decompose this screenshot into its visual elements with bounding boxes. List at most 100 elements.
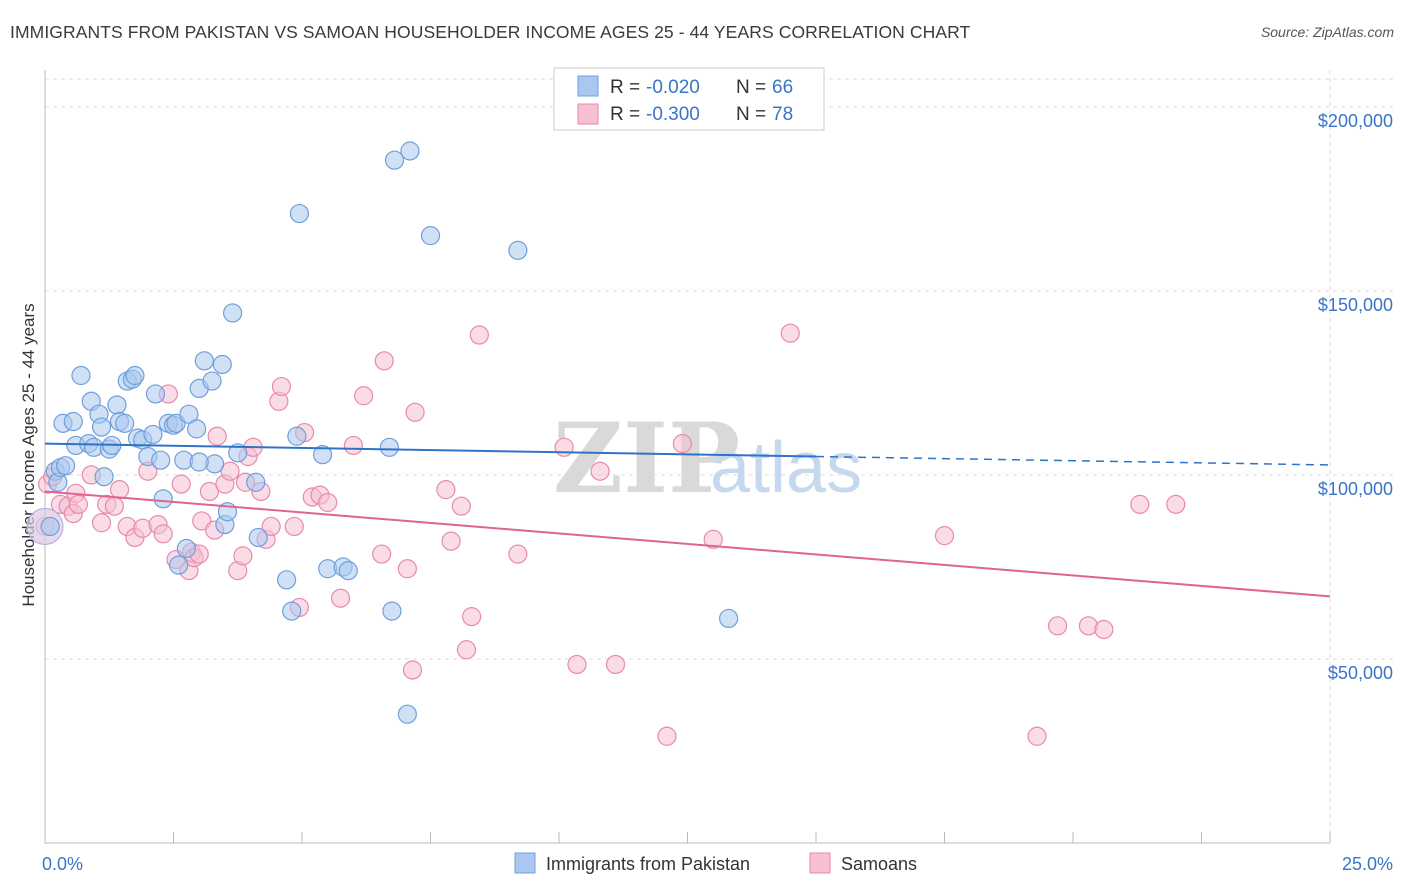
samoan-point-56 xyxy=(441,531,461,551)
samoan-point-46 xyxy=(318,492,338,513)
samoan-point-52 xyxy=(397,559,417,579)
pakistan-point-57 xyxy=(379,437,399,457)
pakistan-point-51 xyxy=(287,426,307,446)
trend-lines xyxy=(44,442,1331,598)
samoan-point-50 xyxy=(372,544,392,564)
pakistan-point-36 xyxy=(179,404,199,424)
pakistan-point-45 xyxy=(223,303,243,323)
samoan-point-75 xyxy=(1130,494,1150,514)
pakistan-point-29 xyxy=(153,489,173,509)
samoan-point-51 xyxy=(374,351,394,371)
samoan-point-26 xyxy=(199,481,220,502)
legend-r-label-pink: R = xyxy=(610,104,640,125)
pakistan-trend-line-extension xyxy=(815,455,1331,466)
pakistan-point-6 xyxy=(63,411,83,432)
pakistan-point-48 xyxy=(248,527,268,548)
samoan-point-28 xyxy=(207,426,227,446)
samoan-point-47 xyxy=(330,588,351,608)
pakistan-point-17 xyxy=(107,395,127,415)
samoan-point-6 xyxy=(68,494,89,514)
samoan-point-54 xyxy=(405,402,425,422)
samoan-point-49 xyxy=(354,386,374,406)
legend-swatch-blue xyxy=(577,75,599,97)
samoan-point-55 xyxy=(436,480,456,500)
pakistan-point-35 xyxy=(176,538,196,559)
x-tick-label-1: 25.0% xyxy=(1342,854,1393,874)
samoan-point-57 xyxy=(451,496,471,516)
samoan-point-71 xyxy=(1027,726,1047,746)
series-pakistan-points xyxy=(40,141,739,724)
legend-r-value-blue: -0.020 xyxy=(646,77,700,98)
legend-r-value-pink: -0.300 xyxy=(646,104,700,125)
pakistan-point-39 xyxy=(194,351,214,371)
bottom-legend-swatch-blue xyxy=(514,852,536,874)
pakistan-point-28 xyxy=(151,450,171,470)
samoan-point-30 xyxy=(220,461,240,481)
pakistan-point-64 xyxy=(189,452,209,472)
pakistan-point-65 xyxy=(719,608,739,629)
pakistan-point-62 xyxy=(420,226,441,246)
legend-r-label-blue: R = xyxy=(610,77,640,98)
legend-swatch-pink xyxy=(577,103,599,125)
y-tick-label-3: $200,000 xyxy=(1318,111,1393,131)
pakistan-point-14 xyxy=(94,467,114,487)
samoan-point-63 xyxy=(567,654,587,675)
samoan-point-66 xyxy=(657,726,677,746)
pakistan-point-42 xyxy=(212,354,232,375)
samoan-point-41 xyxy=(284,516,304,537)
pakistan-point-0 xyxy=(40,516,60,537)
samoan-point-58 xyxy=(456,640,477,660)
pakistan-point-61 xyxy=(400,141,420,161)
pakistan-point-33 xyxy=(169,555,189,575)
pakistan-point-60 xyxy=(397,704,417,724)
source-credit: Source: ZipAtlas.com xyxy=(1260,24,1394,40)
pakistan-point-26 xyxy=(143,424,163,445)
x-tick-label-0: 0.0% xyxy=(42,854,83,874)
watermark-atlas: atlas xyxy=(710,428,862,508)
pakistan-point-59 xyxy=(384,150,405,170)
pakistan-point-52 xyxy=(289,203,310,224)
y-tick-labels: $50,000 $100,000 $150,000 $200,000 xyxy=(1318,111,1393,683)
pakistan-trend-line xyxy=(44,442,817,458)
pakistan-point-19 xyxy=(115,413,135,433)
samoan-point-48 xyxy=(343,435,363,456)
pakistan-point-56 xyxy=(338,561,358,581)
samoan-point-69 xyxy=(780,323,800,343)
axes xyxy=(44,70,1331,844)
samoan-point-59 xyxy=(462,607,482,627)
pakistan-point-37 xyxy=(187,419,207,439)
watermark-zip: ZIP xyxy=(553,402,740,515)
samoan-point-67 xyxy=(672,434,692,454)
bottom-legend-label-samoans: Samoans xyxy=(841,854,917,874)
pakistan-point-22 xyxy=(125,365,145,386)
samoan-point-70 xyxy=(934,526,955,546)
y-tick-label-2: $150,000 xyxy=(1318,295,1393,315)
legend-n-label-blue: N = xyxy=(736,77,766,98)
samoan-point-62 xyxy=(554,437,574,457)
samoan-point-20 xyxy=(171,474,191,494)
samoan-point-68 xyxy=(703,529,723,549)
legend-n-value-pink: 78 xyxy=(772,104,793,125)
samoan-point-8 xyxy=(91,513,112,533)
y-tick-label-1: $100,000 xyxy=(1318,479,1393,499)
pakistan-point-13 xyxy=(91,417,112,437)
samoan-point-60 xyxy=(469,325,489,345)
bottom-legend-swatch-pink xyxy=(809,852,831,874)
pakistan-point-49 xyxy=(276,570,297,590)
samoan-point-10 xyxy=(104,496,124,516)
legend-n-value-blue: 66 xyxy=(772,77,793,98)
pakistan-point-4 xyxy=(55,456,76,476)
legend: R = -0.020 N = 66 R = -0.300 N = 78 xyxy=(553,67,825,131)
samoan-point-74 xyxy=(1094,619,1114,640)
watermark: ZIP atlas xyxy=(553,402,862,515)
samoan-point-65 xyxy=(605,654,626,675)
bottom-legend: Immigrants from Pakistan Samoans xyxy=(514,852,917,874)
samoan-point-76 xyxy=(1166,494,1186,514)
pakistan-point-53 xyxy=(312,445,333,465)
pakistan-point-40 xyxy=(202,371,222,391)
samoan-point-11 xyxy=(109,480,130,500)
samoans-trend-line xyxy=(44,490,1331,598)
pakistan-point-46 xyxy=(228,443,248,463)
samoan-point-72 xyxy=(1047,616,1068,636)
